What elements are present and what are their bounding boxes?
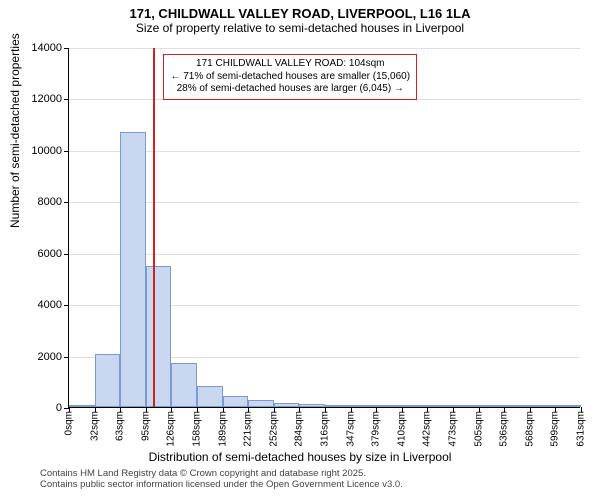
xtick-label: 347sqm xyxy=(345,407,356,447)
xtick-label: 221sqm xyxy=(243,407,254,447)
footer-attribution: Contains HM Land Registry data © Crown c… xyxy=(40,468,403,491)
xtick-label: 442sqm xyxy=(422,407,433,447)
xtick-label: 379sqm xyxy=(371,407,382,447)
footer-line-1: Contains HM Land Registry data © Crown c… xyxy=(40,468,403,479)
ytick-label: 10000 xyxy=(12,145,62,157)
ytick-label: 12000 xyxy=(12,93,62,105)
ytick-label: 2000 xyxy=(12,351,62,363)
histogram-bar xyxy=(146,266,172,407)
chart-area: 020004000600080001000012000140000sqm32sq… xyxy=(68,48,580,408)
xtick-label: 316sqm xyxy=(320,407,331,447)
ytick-mark xyxy=(64,254,69,255)
ytick-label: 8000 xyxy=(12,196,62,208)
histogram-bar xyxy=(223,396,249,407)
xtick-label: 95sqm xyxy=(140,407,151,441)
chart-title-main: 171, CHILDWALL VALLEY ROAD, LIVERPOOL, L… xyxy=(0,6,600,21)
histogram-bar xyxy=(95,354,121,407)
xtick-label: 63sqm xyxy=(115,407,126,441)
chart-title-sub: Size of property relative to semi-detach… xyxy=(0,21,600,35)
xtick-label: 473sqm xyxy=(448,407,459,447)
xtick-label: 252sqm xyxy=(268,407,279,447)
callout-line: ← 71% of semi-detached houses are smalle… xyxy=(170,71,410,84)
callout-line: 28% of semi-detached houses are larger (… xyxy=(170,83,410,96)
ytick-label: 0 xyxy=(12,402,62,414)
ytick-label: 4000 xyxy=(12,299,62,311)
xtick-label: 284sqm xyxy=(294,407,305,447)
xtick-label: 410sqm xyxy=(396,407,407,447)
ytick-mark xyxy=(64,151,69,152)
footer-line-2: Contains public sector information licen… xyxy=(40,479,403,490)
histogram-bar xyxy=(197,386,223,407)
xtick-label: 631sqm xyxy=(576,407,587,447)
histogram-bar xyxy=(248,400,274,407)
x-axis-label: Distribution of semi-detached houses by … xyxy=(0,450,600,464)
callout-line: 171 CHILDWALL VALLEY ROAD: 104sqm xyxy=(170,58,410,71)
xtick-label: 126sqm xyxy=(166,407,177,447)
xtick-label: 568sqm xyxy=(524,407,535,447)
histogram-bar xyxy=(120,132,146,407)
callout-box: 171 CHILDWALL VALLEY ROAD: 104sqm← 71% o… xyxy=(163,54,417,100)
xtick-label: 505sqm xyxy=(473,407,484,447)
ytick-label: 14000 xyxy=(12,42,62,54)
plot-area: 020004000600080001000012000140000sqm32sq… xyxy=(68,48,580,408)
ytick-mark xyxy=(64,305,69,306)
ytick-mark xyxy=(64,48,69,49)
xtick-label: 0sqm xyxy=(64,407,75,435)
xtick-label: 536sqm xyxy=(499,407,510,447)
ytick-mark xyxy=(64,357,69,358)
xtick-label: 32sqm xyxy=(89,407,100,441)
ytick-mark xyxy=(64,99,69,100)
xtick-label: 158sqm xyxy=(192,407,203,447)
ytick-label: 6000 xyxy=(12,248,62,260)
gridline xyxy=(69,48,580,49)
gridline xyxy=(69,99,580,100)
xtick-label: 599sqm xyxy=(550,407,561,447)
xtick-label: 189sqm xyxy=(217,407,228,447)
reference-vline xyxy=(153,48,155,407)
histogram-bar xyxy=(171,363,197,407)
ytick-mark xyxy=(64,202,69,203)
chart-title-block: 171, CHILDWALL VALLEY ROAD, LIVERPOOL, L… xyxy=(0,0,600,35)
